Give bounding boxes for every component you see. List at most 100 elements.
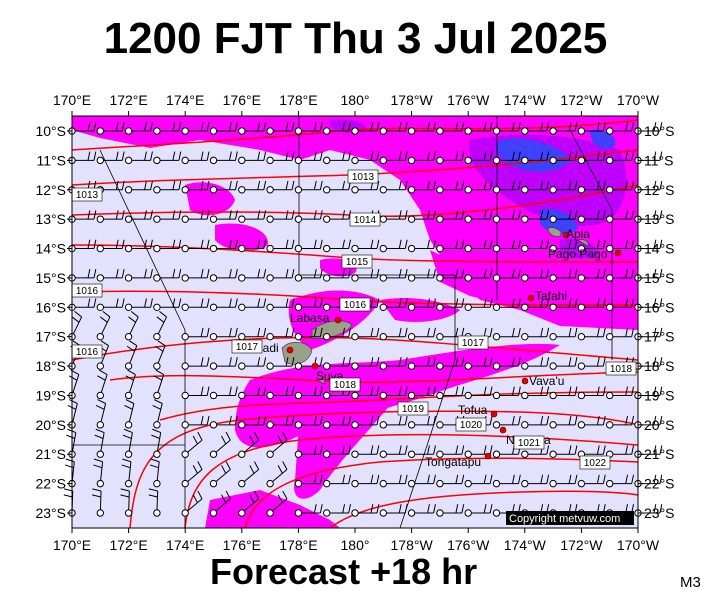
grid-point — [436, 421, 444, 429]
grid-point — [181, 391, 189, 400]
barb-feather — [404, 239, 408, 249]
barb-feather — [74, 311, 82, 318]
barb-feather — [342, 415, 346, 425]
grid-point — [407, 391, 416, 400]
grid-point — [577, 391, 586, 400]
grid-point — [124, 391, 133, 400]
grid-point — [266, 450, 274, 458]
barb-feather — [172, 180, 176, 190]
barb-feather — [121, 298, 125, 308]
grid-point — [549, 156, 557, 165]
barb-feather — [540, 180, 544, 190]
barb-feather — [277, 465, 283, 474]
barb-feather — [342, 357, 346, 367]
barb-feather — [206, 210, 210, 220]
grid-point — [464, 479, 472, 488]
barb-feather — [197, 490, 203, 500]
barb-feather — [102, 311, 111, 318]
grid-point — [577, 127, 586, 135]
barb-feather — [455, 210, 459, 220]
grid-point — [549, 391, 557, 400]
lat-label-left: 10°S — [35, 123, 66, 139]
grid-point — [153, 244, 161, 253]
grid-point — [606, 274, 614, 282]
grid-point — [96, 421, 105, 429]
barb-feather — [433, 504, 436, 514]
grid-point — [294, 244, 303, 253]
barb-feather — [540, 474, 544, 484]
grid-point — [266, 332, 274, 341]
grid-point — [379, 274, 387, 282]
isobar-label-box — [457, 335, 489, 350]
grid-point — [436, 450, 444, 458]
barb-feather — [376, 180, 380, 190]
grid-point — [96, 274, 105, 282]
barb-feather — [483, 445, 487, 455]
barb-feather — [313, 445, 317, 455]
barb-feather — [93, 151, 97, 161]
lat-label-right: 10°S — [644, 123, 675, 139]
barb-feather — [257, 327, 261, 337]
barb-feather — [348, 445, 352, 455]
barb-feather — [263, 298, 267, 308]
barb-feather — [229, 210, 232, 220]
grid-point — [209, 421, 218, 429]
barb-feather — [404, 504, 408, 514]
barb-feather — [257, 239, 261, 249]
barb-feather — [144, 210, 147, 220]
barb-feather — [433, 327, 436, 337]
grid-point — [153, 303, 161, 312]
barb-feather — [631, 327, 635, 337]
barb-feather — [659, 415, 663, 425]
grid-point — [209, 509, 218, 517]
barb-feather — [540, 327, 544, 337]
grid-point — [379, 244, 387, 253]
grid-point — [238, 391, 246, 400]
grid-point — [153, 156, 161, 165]
barb-feather — [433, 386, 436, 396]
barb-feather — [229, 357, 232, 367]
grid-point — [266, 274, 274, 282]
barb-feather — [540, 151, 544, 161]
barb-feather — [348, 239, 352, 249]
barb-feather — [404, 357, 408, 367]
barb-feather — [489, 415, 493, 425]
lon-label-top: 180° — [341, 92, 370, 108]
grid-point — [266, 362, 274, 370]
grid-point — [407, 244, 416, 253]
lat-label-left: 21°S — [35, 446, 66, 462]
barb-feather — [291, 415, 295, 425]
barb-feather — [282, 461, 288, 470]
barb-feather — [404, 269, 408, 279]
grid-point — [492, 362, 501, 370]
barb-feather — [319, 269, 323, 279]
barb-feather — [291, 298, 295, 308]
barb-feather — [489, 239, 493, 249]
barb-feather — [257, 210, 261, 220]
barb-feather — [178, 269, 182, 279]
grid-point — [464, 509, 472, 517]
grid-point — [606, 332, 614, 341]
barb-feather — [257, 151, 261, 161]
barb-feather — [192, 494, 198, 503]
isobar-label-box — [231, 339, 263, 354]
barb-feather — [87, 269, 91, 279]
barb-feather — [257, 357, 261, 367]
barb-feather — [156, 316, 165, 323]
grid-point — [181, 362, 189, 370]
grid-point — [124, 156, 133, 165]
grid-point — [492, 215, 501, 223]
grid-point — [407, 332, 416, 341]
latitude-labels-right: 10°S 11°S 12°S 13°S 14°S 15°S 16°S 17°S 18°S 19°S… — [644, 123, 675, 521]
barb-feather — [404, 151, 408, 161]
barb-feather — [489, 122, 493, 132]
barb-feather — [282, 431, 288, 441]
barb-feather — [659, 180, 663, 190]
barb-feather — [653, 239, 657, 249]
barb-feather — [483, 386, 487, 396]
barb-feather — [376, 269, 380, 279]
barb-feather — [540, 210, 544, 220]
grid-point — [577, 332, 586, 341]
barb-feather — [483, 151, 487, 161]
grid-point — [379, 156, 387, 165]
